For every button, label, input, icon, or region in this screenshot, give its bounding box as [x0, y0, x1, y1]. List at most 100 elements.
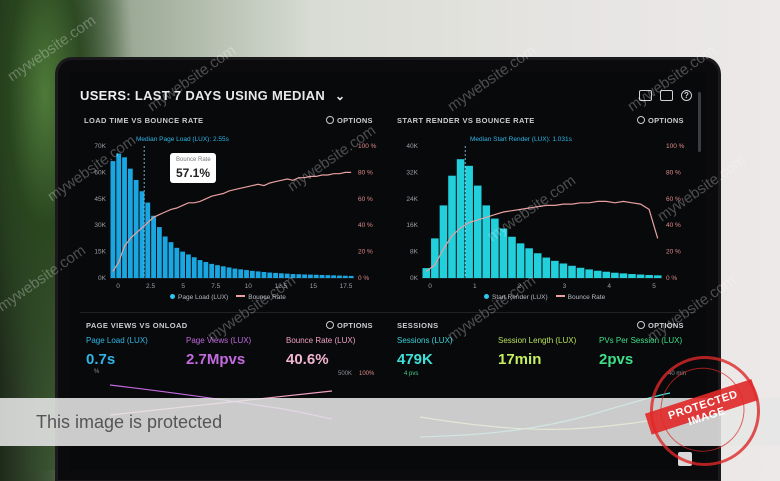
legend-page-load: Page Load (LUX) — [178, 294, 229, 301]
y2-tick-label: 0 % — [358, 275, 369, 282]
chevron-down-icon[interactable]: ⌄ — [334, 89, 346, 103]
y-tick-label: 0K — [410, 275, 419, 282]
y-tick-label: 30K — [94, 222, 106, 229]
bar — [162, 236, 168, 278]
scrollbar[interactable] — [698, 92, 701, 152]
y2-tick-label: 80 % — [358, 169, 373, 176]
bar — [226, 267, 232, 278]
y2-tick-label: 80 % — [666, 169, 681, 176]
bar — [593, 270, 602, 278]
y2-tick-label: 40 % — [358, 222, 373, 229]
callout-label: Bounce Rate — [176, 157, 211, 163]
bar — [139, 191, 145, 278]
y2-tick-label: 60 % — [358, 196, 373, 203]
bar — [431, 238, 439, 278]
bar — [585, 269, 593, 278]
axis-100pct: 100% — [359, 371, 375, 377]
options-button-start-render[interactable]: OPTIONS — [637, 116, 684, 125]
bar — [273, 272, 278, 278]
bar — [645, 275, 653, 278]
gear-icon — [637, 321, 645, 329]
bar — [533, 253, 542, 278]
bar — [156, 227, 162, 278]
page-title[interactable]: USERS: LAST 7 DAYS USING MEDIAN ⌄ — [80, 88, 345, 103]
bar — [439, 205, 448, 278]
metric-value-pvs: 2pvs — [599, 351, 634, 368]
y2-tick-label: 100 % — [666, 143, 685, 150]
bar — [473, 185, 482, 278]
bar — [220, 266, 226, 278]
bar — [491, 218, 499, 278]
x-tick-label: 0 — [428, 283, 432, 290]
y-tick-label: 45K — [94, 196, 106, 203]
axis-40min: 40 min — [668, 371, 687, 377]
bar — [284, 273, 290, 278]
x-tick-label: 0 — [116, 283, 120, 290]
bar — [611, 272, 619, 278]
metric-value-page-load: 0.7s — [86, 351, 116, 368]
bar — [191, 257, 197, 278]
bar — [559, 263, 568, 278]
image-icon[interactable] — [660, 90, 673, 101]
start-render-chart: 40K 32K 24K 16K 8K 0K 100 % 80 % 60 % 40 % 20 % 0 %… — [406, 143, 685, 290]
legend-start-render: Start Render (LUX) — [492, 294, 548, 301]
options-button-load-time[interactable]: OPTIONS — [326, 116, 373, 125]
metric-value-sessions: 479K — [397, 351, 433, 368]
bar — [482, 205, 491, 278]
title-prefix: USERS: — [80, 88, 131, 103]
legend-line — [236, 295, 246, 298]
bar — [133, 179, 139, 278]
protection-text: This image is protected — [36, 412, 223, 432]
metric-value-session-length: 17min — [498, 351, 542, 368]
x-tick-label: 17.5 — [340, 283, 353, 290]
gear-icon — [326, 321, 334, 329]
bar — [203, 261, 209, 278]
bar — [319, 274, 325, 278]
y2-tick-label: 60 % — [666, 196, 681, 203]
monitor-icon[interactable] — [639, 90, 652, 101]
corner-button[interactable] — [678, 452, 692, 466]
x-tick-label: 2 — [518, 283, 522, 290]
gear-icon — [637, 116, 645, 124]
metric-label-bounce: Bounce Rate (LUX) — [286, 336, 356, 345]
bar — [267, 272, 273, 278]
metric-label-page-views: Page Views (LUX) — [186, 336, 252, 345]
bar — [456, 159, 465, 278]
options-button-page-views[interactable]: OPTIONS — [326, 321, 373, 330]
bar — [342, 275, 348, 278]
bar — [508, 236, 516, 278]
x-tick-label: 15 — [310, 283, 318, 290]
bar — [313, 274, 319, 278]
bar — [331, 275, 337, 278]
metric-label-sessions: Sessions (LUX) — [397, 336, 453, 345]
bar — [602, 271, 611, 278]
bar — [209, 263, 215, 278]
y2-tick-label: 20 % — [666, 249, 681, 256]
help-icon[interactable]: ? — [681, 90, 692, 101]
bar — [261, 271, 267, 278]
bar — [180, 251, 186, 278]
bar — [244, 270, 249, 278]
load-time-chart: 70K 60K 45K 30K 15K 0K 100 % 80 % 60 % 40 % 20 % 0 … — [94, 143, 377, 290]
bar — [568, 265, 576, 278]
y2-tick-label: 0 % — [666, 275, 677, 282]
bar — [174, 247, 180, 278]
legend-load: Page Load (LUX) Bounce Rate — [170, 294, 286, 301]
y-tick-label: 0K — [98, 275, 107, 282]
bar — [186, 254, 191, 278]
options-button-sessions[interactable]: OPTIONS — [637, 321, 684, 330]
panel-title-page-views: PAGE VIEWS VS ONLOAD — [86, 321, 188, 330]
title-main: LAST 7 DAYS USING MEDIAN — [134, 88, 326, 103]
y2-tick-label: 100 % — [358, 143, 377, 150]
y-tick-label: 60K — [94, 169, 106, 176]
bounce-callout: Bounce Rate 57.1% — [170, 153, 216, 183]
y-tick-label: 15K — [94, 249, 106, 256]
legend-bounce: Bounce Rate — [567, 294, 606, 301]
options-label: OPTIONS — [648, 116, 684, 125]
x-tick-label: 7.5 — [211, 283, 220, 290]
median-label-render: Median Start Render (LUX): 1.031s — [470, 136, 572, 143]
bar — [232, 268, 238, 278]
bar — [127, 168, 133, 278]
legend-render: Start Render (LUX) Bounce Rate — [484, 294, 605, 301]
x-tick-label: 5 — [181, 283, 185, 290]
